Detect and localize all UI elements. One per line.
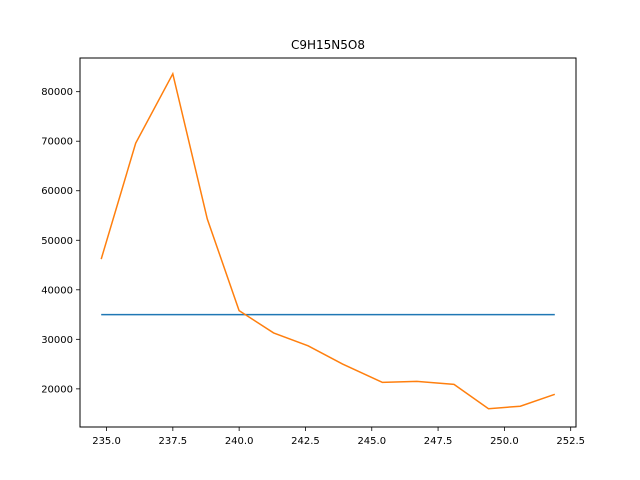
y-tick-label: 70000 — [41, 137, 73, 148]
x-tick-label: 245.0 — [357, 436, 386, 447]
axes-layer: 235.0 237.5 240.0 242.5 245.0 247.5 250.0 252.5… — [41, 87, 585, 447]
y-tick-label: 40000 — [41, 285, 73, 296]
y-tick-label: 80000 — [41, 87, 73, 98]
x-tick-label: 247.5 — [424, 436, 453, 447]
y-tick-label: 60000 — [41, 186, 73, 197]
x-tick-label: 240.0 — [225, 436, 254, 447]
y-tick-label: 20000 — [41, 384, 73, 395]
plot-frame — [79, 57, 577, 428]
y-tick-label: 30000 — [41, 335, 73, 346]
x-tick-label: 235.0 — [92, 436, 121, 447]
x-tick-label: 242.5 — [291, 436, 320, 447]
x-tick-label: 252.5 — [556, 436, 585, 447]
chart-title: C9H15N5O8 — [291, 38, 365, 52]
x-tick-label: 250.0 — [490, 436, 519, 447]
series-line-1 — [100, 71, 556, 410]
y-tick-label: 50000 — [41, 236, 73, 247]
x-tick-label: 237.5 — [159, 436, 188, 447]
series-layer — [100, 71, 556, 410]
